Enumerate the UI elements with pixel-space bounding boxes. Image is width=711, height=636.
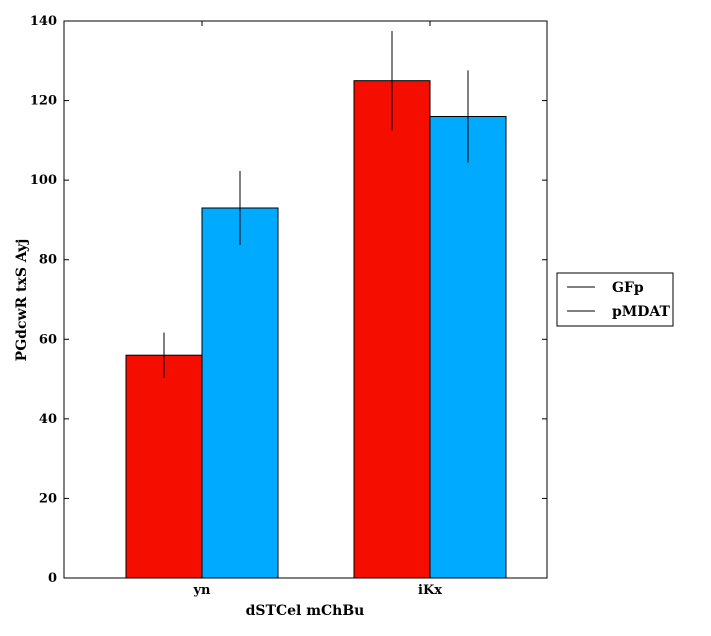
bar-pmdat-yn (201, 207, 279, 579)
bar-gfp-ikx (353, 80, 431, 579)
ticks-layer: yn iKx 0 20 40 60 80 100 120 140 (30, 14, 547, 598)
y-tick-label-60: 60 (39, 332, 57, 347)
x-tick-label-yn: yn (192, 583, 211, 598)
y-tick-label-20: 20 (39, 491, 57, 506)
y-tick-label-40: 40 (39, 412, 57, 427)
y-tick-label-80: 80 (39, 253, 57, 268)
error-bars-layer (163, 30, 469, 378)
bars-layer (125, 80, 507, 579)
x-axis-title: dSTCel mChBu (246, 603, 365, 619)
y-axis-title: PGdcwR txS Ayj (14, 239, 30, 362)
x-tick-label-ikx: iKx (418, 583, 442, 598)
bar-pmdat-ikx (429, 115, 507, 579)
y-tick-label-0: 0 (48, 571, 57, 586)
y-tick-label-140: 140 (30, 14, 57, 29)
y-tick-label-100: 100 (30, 173, 57, 188)
legend-label-pmdat: pMDAT (612, 304, 671, 320)
bar-gfp-yn (125, 354, 203, 579)
plot-area-frame (63, 20, 548, 579)
legend-label-gfp: GFp (612, 280, 644, 296)
legend-frame (556, 272, 674, 327)
legend: GFp pMDAT (556, 272, 674, 327)
y-tick-label-120: 120 (30, 94, 57, 109)
